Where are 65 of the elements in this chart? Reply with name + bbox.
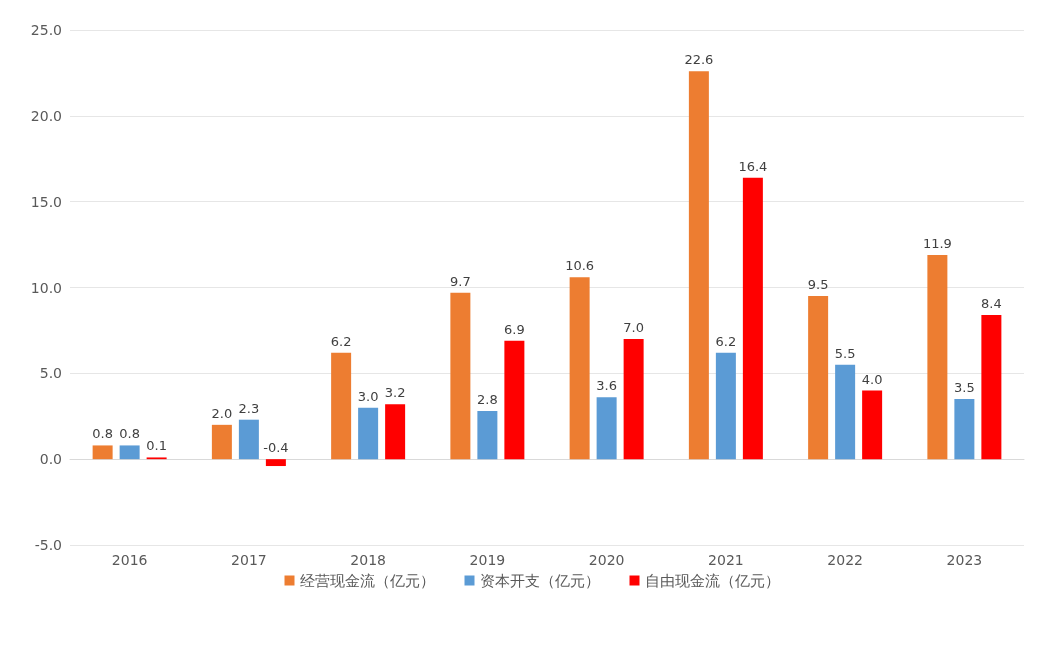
y-tick-label: 5.0 xyxy=(39,365,62,382)
bar xyxy=(92,445,113,460)
legend-label: 经营现金流（亿元） xyxy=(299,571,435,590)
data-label: 9.7 xyxy=(450,273,471,289)
bar xyxy=(835,364,856,460)
y-tick-label: 25.0 xyxy=(30,22,62,38)
bar xyxy=(504,340,525,460)
data-label: 8.4 xyxy=(981,295,1002,311)
x-tick-label: 2023 xyxy=(946,552,983,568)
bar xyxy=(358,407,379,460)
data-label: 22.6 xyxy=(684,52,714,68)
data-label: 4.0 xyxy=(861,371,883,387)
data-label: 2.8 xyxy=(477,392,498,408)
bar xyxy=(742,177,763,460)
bar xyxy=(981,314,1002,460)
bar xyxy=(623,339,644,460)
data-label: 0.8 xyxy=(92,426,113,442)
data-label: 3.2 xyxy=(384,385,406,401)
data-label: 7.0 xyxy=(623,320,644,335)
bar xyxy=(385,404,406,460)
legend-label: 资本开支（亿元） xyxy=(479,571,600,590)
bar xyxy=(808,296,829,460)
data-label: 2.3 xyxy=(238,400,260,416)
data-label: 0.8 xyxy=(119,426,140,442)
bar xyxy=(265,459,286,467)
x-tick-label: 2019 xyxy=(469,552,506,568)
data-label: 5.5 xyxy=(834,345,856,361)
bar xyxy=(862,390,883,460)
x-tick-label: 2016 xyxy=(111,552,148,568)
bar xyxy=(688,71,709,460)
data-label: 11.9 xyxy=(922,235,952,251)
bar xyxy=(477,411,498,460)
x-tick-label: 2022 xyxy=(827,552,863,568)
bar xyxy=(569,277,590,460)
x-tick-label: 2020 xyxy=(588,552,625,568)
data-label: 3.5 xyxy=(954,380,975,396)
data-label: 6.2 xyxy=(330,333,352,349)
bar xyxy=(211,424,232,460)
y-tick-label: 20.0 xyxy=(30,107,62,124)
y-tick-label: 10.0 xyxy=(30,279,62,296)
data-label: 6.9 xyxy=(504,321,525,337)
bar xyxy=(450,292,471,460)
data-label: 3.6 xyxy=(596,378,617,394)
x-tick-label: 2021 xyxy=(708,552,744,568)
x-tick-label: 2017 xyxy=(231,552,267,568)
bar xyxy=(596,397,617,460)
data-label: -0.4 xyxy=(263,440,289,456)
bar xyxy=(715,352,736,460)
data-label: 3.0 xyxy=(357,388,379,404)
bar xyxy=(954,399,975,460)
bar xyxy=(927,254,948,460)
y-tick-label: -5.0 xyxy=(34,537,62,553)
data-label: 0.1 xyxy=(146,438,167,454)
y-tick-label: 15.0 xyxy=(30,193,62,210)
bar xyxy=(238,419,259,460)
bar xyxy=(331,352,352,460)
data-label: 9.5 xyxy=(807,277,829,293)
data-label: 16.4 xyxy=(738,158,768,174)
bar xyxy=(119,445,140,460)
data-label: 2.0 xyxy=(211,405,233,421)
legend-label: 自由现金流（亿元） xyxy=(644,571,780,590)
data-label: 6.2 xyxy=(715,333,737,349)
x-tick-label: 2018 xyxy=(350,552,386,568)
data-label: 10.6 xyxy=(565,258,595,274)
y-tick-label: 0.0 xyxy=(39,451,62,468)
